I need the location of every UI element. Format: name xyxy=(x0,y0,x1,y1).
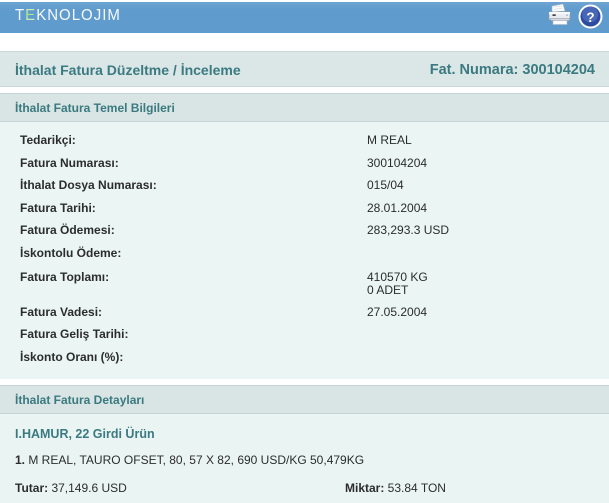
svg-text:?: ? xyxy=(586,9,594,24)
